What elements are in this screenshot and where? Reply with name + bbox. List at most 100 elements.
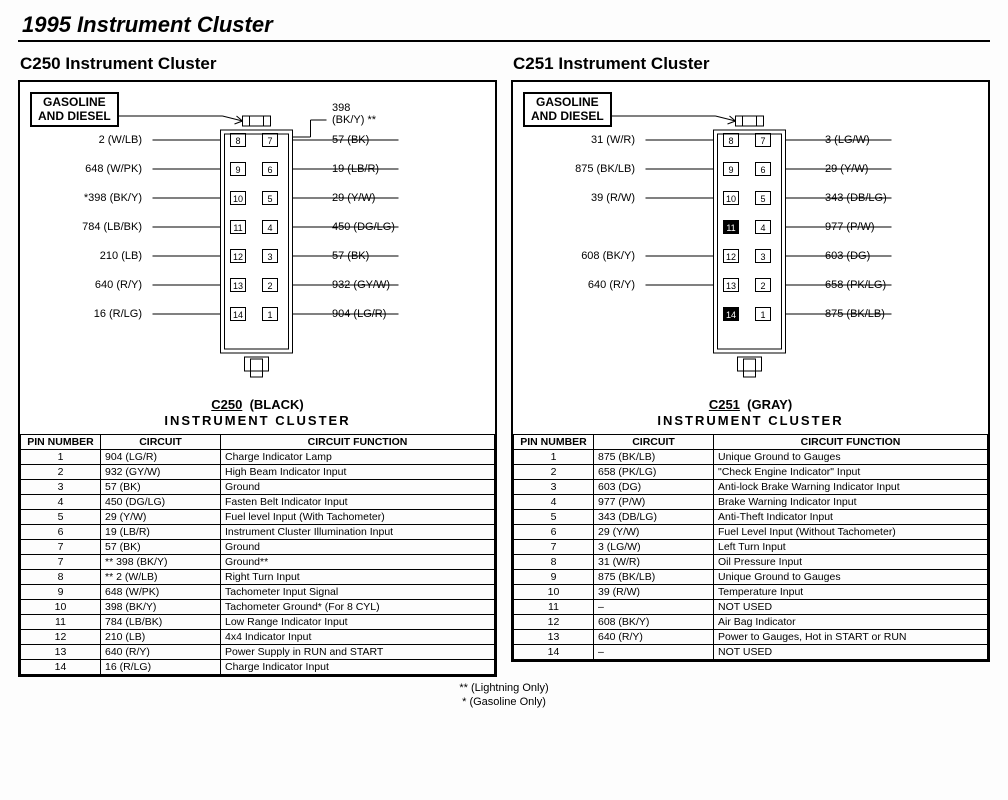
cell-circuit: 29 (Y/W)	[101, 510, 221, 525]
cell-function: Fuel Level Input (Without Tachometer)	[714, 525, 988, 540]
cell-circuit: 57 (BK)	[101, 540, 221, 555]
cell-function: Brake Warning Indicator Input	[714, 495, 988, 510]
page-title: 1995 Instrument Cluster	[22, 12, 990, 38]
table-row: 2932 (GY/W)High Beam Indicator Input	[21, 465, 495, 480]
panels-row: C250 Instrument Cluster 872 (W/LB)57 (BK)…	[18, 54, 990, 677]
table-header: CIRCUIT FUNCTION	[221, 435, 495, 450]
cell-pin: 7	[21, 555, 101, 570]
cell-pin: 8	[514, 555, 594, 570]
table-row: 4977 (P/W)Brake Warning Indicator Input	[514, 495, 988, 510]
cell-function: Anti-lock Brake Warning Indicator Input	[714, 480, 988, 495]
panel-frame: 872 (W/LB)57 (BK)96648 (W/PK)19 (LB/R)10…	[18, 80, 497, 677]
cell-circuit: 19 (LB/R)	[101, 525, 221, 540]
table-row: 5343 (DB/LG)Anti-Theft Indicator Input	[514, 510, 988, 525]
cell-circuit: ** 2 (W/LB)	[101, 570, 221, 585]
cell-function: Charge Indicator Lamp	[221, 450, 495, 465]
cell-pin: 6	[514, 525, 594, 540]
panel-frame: 8731 (W/R)3 (LG/W)96875 (BK/LB)29 (Y/W)1…	[511, 80, 990, 662]
cell-function: Ground**	[221, 555, 495, 570]
cell-circuit: –	[594, 645, 714, 660]
table-row: 11–NOT USED	[514, 600, 988, 615]
cell-circuit: 210 (LB)	[101, 630, 221, 645]
cell-pin: 10	[514, 585, 594, 600]
cell-function: Fuel level Input (With Tachometer)	[221, 510, 495, 525]
table-header: CIRCUIT	[594, 435, 714, 450]
table-row: 1416 (R/LG)Charge Indicator Input	[21, 660, 495, 675]
panel-title: C251 Instrument Cluster	[513, 54, 990, 74]
table-header: PIN NUMBER	[21, 435, 101, 450]
table-header: CIRCUIT FUNCTION	[714, 435, 988, 450]
cell-circuit: ** 398 (BK/Y)	[101, 555, 221, 570]
table-row: 4450 (DG/LG)Fasten Belt Indicator Input	[21, 495, 495, 510]
cell-circuit: 640 (R/Y)	[594, 630, 714, 645]
cell-pin: 1	[21, 450, 101, 465]
cell-pin: 9	[514, 570, 594, 585]
cell-pin: 14	[514, 645, 594, 660]
connector-id-line: C251 (GRAY)	[513, 397, 988, 412]
cell-circuit: 39 (R/W)	[594, 585, 714, 600]
connector-diagram: 8731 (W/R)3 (LG/W)96875 (BK/LB)29 (Y/W)1…	[513, 82, 988, 434]
cell-function: "Check Engine Indicator" Input	[714, 465, 988, 480]
cell-function: NOT USED	[714, 600, 988, 615]
table-row: 1875 (BK/LB)Unique Ground to Gauges	[514, 450, 988, 465]
cell-function: Tachometer Input Signal	[221, 585, 495, 600]
table-row: 2658 (PK/LG)"Check Engine Indicator" Inp…	[514, 465, 988, 480]
cell-circuit: –	[594, 600, 714, 615]
table-row: 357 (BK)Ground	[21, 480, 495, 495]
cell-pin: 11	[21, 615, 101, 630]
table-row: 3603 (DG)Anti-lock Brake Warning Indicat…	[514, 480, 988, 495]
table-row: 9875 (BK/LB)Unique Ground to Gauges	[514, 570, 988, 585]
panel-title: C250 Instrument Cluster	[20, 54, 497, 74]
table-row: 10398 (BK/Y)Tachometer Ground* (For 8 CY…	[21, 600, 495, 615]
cell-function: Power Supply in RUN and START	[221, 645, 495, 660]
connector-diagram: 872 (W/LB)57 (BK)96648 (W/PK)19 (LB/R)10…	[20, 82, 495, 434]
cell-function: Unique Ground to Gauges	[714, 570, 988, 585]
cell-circuit: 977 (P/W)	[594, 495, 714, 510]
table-row: 8** 2 (W/LB)Right Turn Input	[21, 570, 495, 585]
cell-circuit: 31 (W/R)	[594, 555, 714, 570]
cell-circuit: 603 (DG)	[594, 480, 714, 495]
table-row: 12210 (LB)4x4 Indicator Input	[21, 630, 495, 645]
cell-function: Air Bag Indicator	[714, 615, 988, 630]
table-row: 1904 (LG/R)Charge Indicator Lamp	[21, 450, 495, 465]
cell-circuit: 932 (GY/W)	[101, 465, 221, 480]
table-header: CIRCUIT	[101, 435, 221, 450]
cell-function: Right Turn Input	[221, 570, 495, 585]
cell-function: Instrument Cluster Illumination Input	[221, 525, 495, 540]
cell-pin: 6	[21, 525, 101, 540]
cell-pin: 1	[514, 450, 594, 465]
cell-circuit: 57 (BK)	[101, 480, 221, 495]
table-row: 529 (Y/W)Fuel level Input (With Tachomet…	[21, 510, 495, 525]
connector-panel: C250 Instrument Cluster 872 (W/LB)57 (BK)…	[18, 54, 497, 677]
footnotes: ** (Lightning Only) * (Gasoline Only)	[18, 681, 990, 710]
cell-pin: 7	[21, 540, 101, 555]
cell-function: Ground	[221, 540, 495, 555]
connector-sub-label: INSTRUMENT CLUSTER	[20, 413, 495, 428]
connector-panel: C251 Instrument Cluster 8731 (W/R)3 (LG/W…	[511, 54, 990, 677]
cell-function: Temperature Input	[714, 585, 988, 600]
cell-function: Charge Indicator Input	[221, 660, 495, 675]
cell-function: Fasten Belt Indicator Input	[221, 495, 495, 510]
table-row: 7** 398 (BK/Y)Ground**	[21, 555, 495, 570]
cell-pin: 5	[514, 510, 594, 525]
cell-circuit: 784 (LB/BK)	[101, 615, 221, 630]
cell-function: Unique Ground to Gauges	[714, 450, 988, 465]
cell-pin: 3	[21, 480, 101, 495]
cell-pin: 13	[514, 630, 594, 645]
connector-id-line: C250 (BLACK)	[20, 397, 495, 412]
cell-circuit: 398 (BK/Y)	[101, 600, 221, 615]
cell-function: Ground	[221, 480, 495, 495]
cell-circuit: 608 (BK/Y)	[594, 615, 714, 630]
cell-pin: 14	[21, 660, 101, 675]
cell-pin: 5	[21, 510, 101, 525]
cell-pin: 3	[514, 480, 594, 495]
cell-function: NOT USED	[714, 645, 988, 660]
table-row: 11784 (LB/BK)Low Range Indicator Input	[21, 615, 495, 630]
table-row: 831 (W/R)Oil Pressure Input	[514, 555, 988, 570]
cell-circuit: 450 (DG/LG)	[101, 495, 221, 510]
cell-pin: 2	[514, 465, 594, 480]
cell-function: Left Turn Input	[714, 540, 988, 555]
table-row: 13640 (R/Y)Power Supply in RUN and START	[21, 645, 495, 660]
table-row: 619 (LB/R)Instrument Cluster Illuminatio…	[21, 525, 495, 540]
cell-pin: 7	[514, 540, 594, 555]
